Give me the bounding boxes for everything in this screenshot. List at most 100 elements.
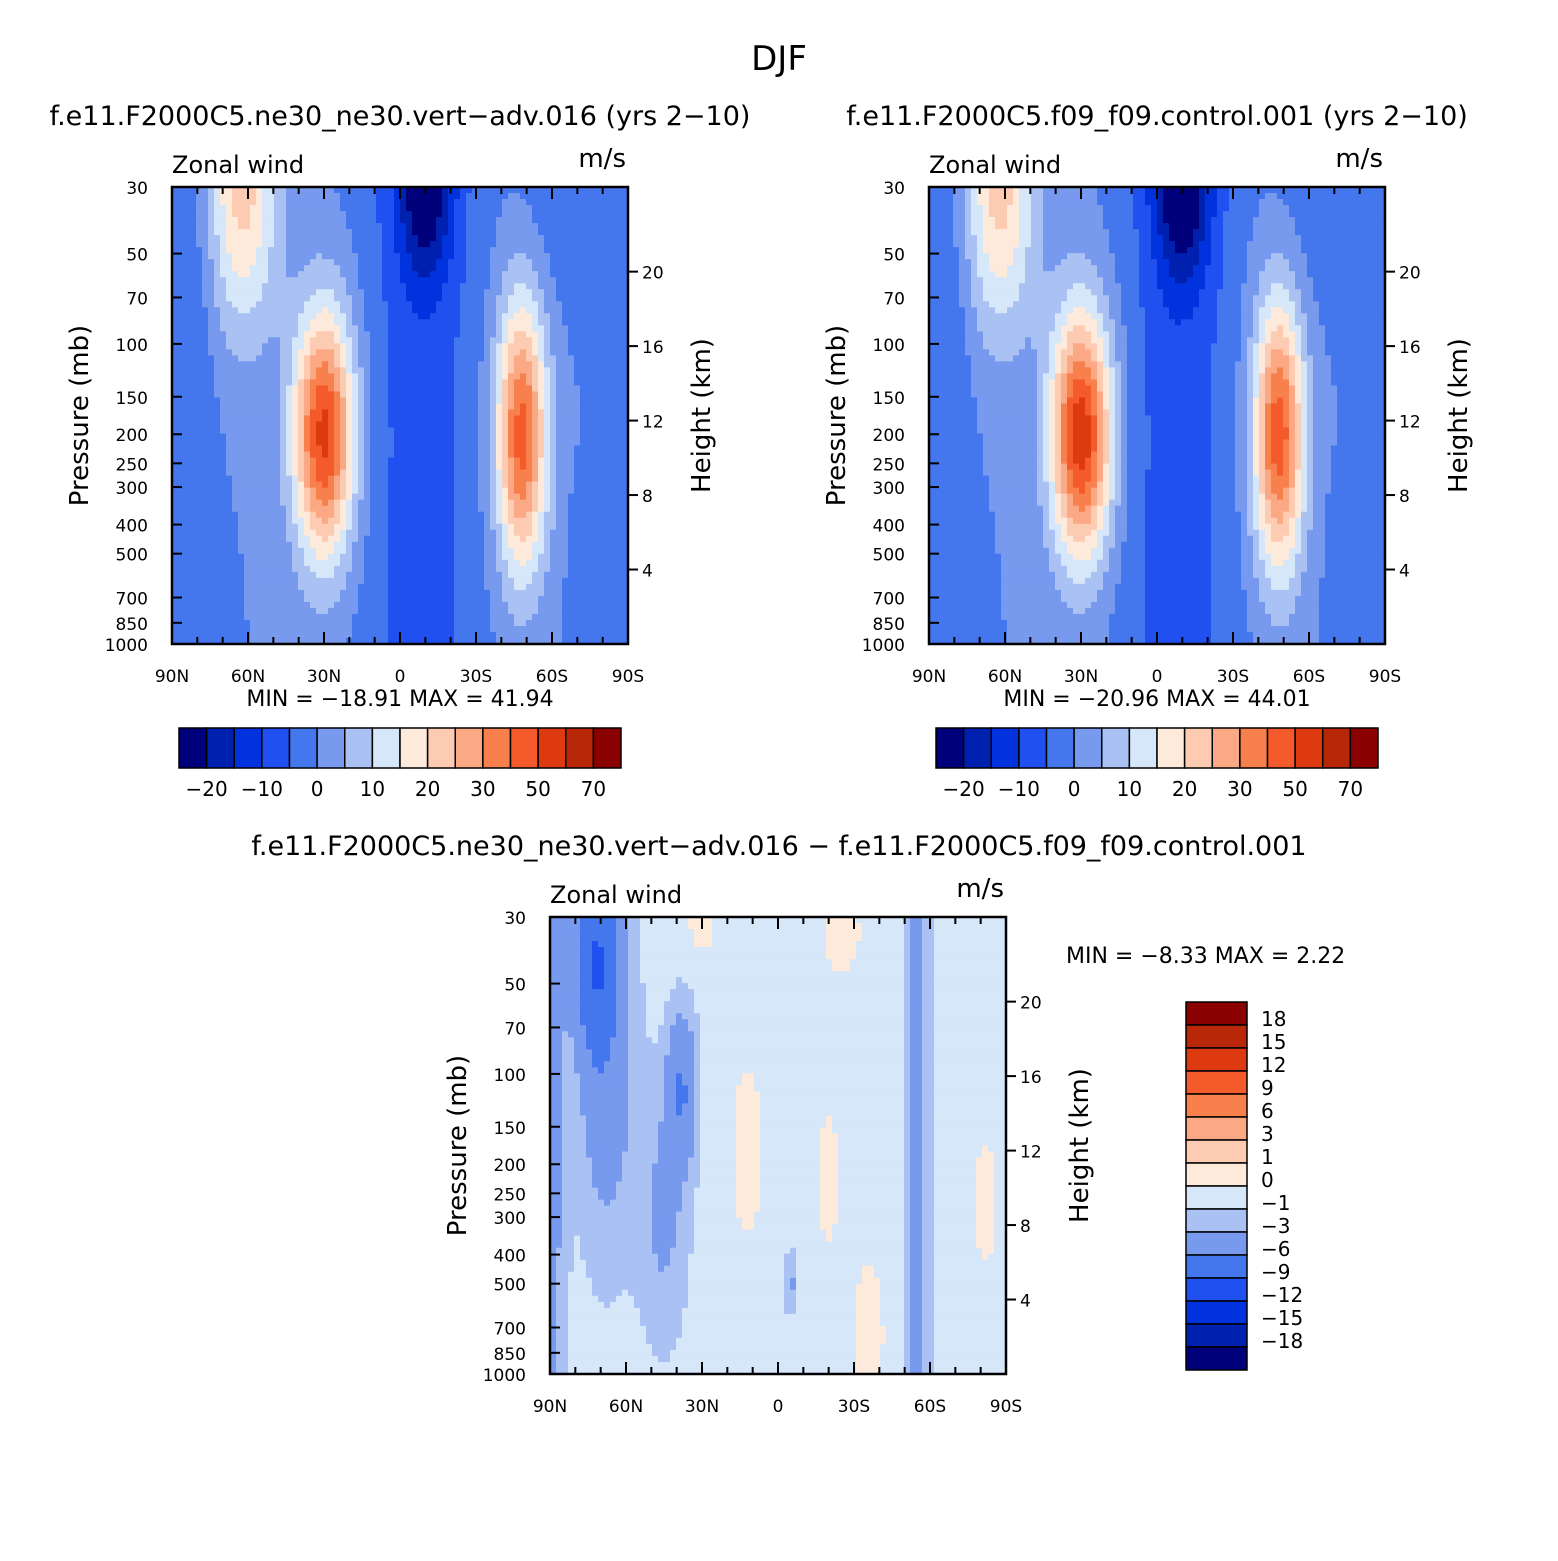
colorbar-swatch [1185,1070,1248,1095]
y-tick-label: 50 [504,976,526,996]
colorbar-swatch [205,727,235,769]
x-tick-label: 60S [914,1397,946,1417]
y-tick-label: 700 [494,1320,526,1340]
y-tick-label: 850 [494,1345,526,1365]
right-tick-label: 16 [642,338,664,358]
right-tick-label: 16 [1399,338,1421,358]
colorbar-swatch [233,727,263,769]
colorbar-swatch [1185,1185,1248,1210]
colorbar-swatch [288,727,318,769]
colorbar-swatch [1128,727,1158,769]
colorbar-label: −3 [1261,1214,1290,1238]
colorbar-label: 3 [1261,1122,1274,1146]
x-tick-label: 30S [1217,667,1249,687]
colorbar-label: −20 [943,777,985,801]
x-tick-label: 60N [988,667,1022,687]
colorbar-swatch [935,727,965,769]
colorbar-swatch [344,727,374,769]
y-tick-label: 150 [116,389,148,409]
y-tick-label: 150 [873,389,905,409]
colorbar-label: −20 [186,777,228,801]
colorbar-swatch [1045,727,1075,769]
contour-field [550,917,1007,1375]
colorbar-swatch [178,727,208,769]
y-tick-label: 200 [494,1156,526,1176]
right-tick-label: 20 [1399,264,1421,284]
right-tick-label: 4 [1020,1292,1031,1312]
colorbar-swatch [1073,727,1103,769]
y-tick-label: 150 [494,1119,526,1139]
figure-title: DJF [751,39,807,79]
panel-title: f.e11.F2000C5.ne30_ne30.vert−adv.016 − f… [251,831,1306,862]
colorbar-swatch [592,727,622,769]
y-tick-label: 700 [873,590,905,610]
colorbar-swatch [1349,727,1379,769]
colorbar-swatch [426,727,456,769]
x-tick-label: 30N [685,1397,719,1417]
colorbar-swatch [990,727,1020,769]
right-tick-label: 8 [642,487,653,507]
units-label: m/s [956,874,1004,904]
field-name-label: Zonal wind [550,881,682,909]
right-tick-label: 16 [1020,1068,1042,1088]
y-tick-label: 50 [883,246,905,266]
colorbar-label: −10 [998,777,1040,801]
y-tick-label: 100 [873,336,905,356]
units-label: m/s [1335,144,1383,174]
y-tick-label: 300 [116,479,148,499]
colorbar-label: 1 [1261,1145,1274,1169]
right-tick-label: 4 [642,562,653,582]
colorbar-swatch [1294,727,1324,769]
colorbar-swatch [1185,1162,1248,1187]
x-tick-label: 90S [1369,667,1401,687]
y-tick-label: 100 [116,336,148,356]
y-tick-label: 250 [494,1185,526,1205]
y-tick-label: 500 [494,1276,526,1296]
panel2: f.e11.F2000C5.f09_f09.control.001 (yrs 2… [822,101,1474,801]
colorbar-label: 70 [1338,777,1363,801]
y-tick-label: 250 [116,455,148,475]
colorbar-label: 30 [1227,777,1252,801]
colorbar-swatch [1185,1139,1248,1164]
x-tick-label: 60S [1293,667,1325,687]
y-tick-label: 50 [126,246,148,266]
right-tick-label: 12 [1020,1143,1042,1163]
y-tick-label: 700 [116,590,148,610]
colorbar-swatch [1185,1231,1248,1256]
colorbar-swatch [1185,1116,1248,1141]
x-tick-label: 0 [773,1397,784,1417]
colorbar-swatch [482,727,512,769]
colorbar-swatch [1185,1093,1248,1118]
colorbar-swatch [1266,727,1296,769]
y-tick-label: 400 [116,517,148,537]
units-label: m/s [578,144,626,174]
contour-field [172,187,629,645]
colorbar-label: 18 [1261,1007,1286,1031]
x-tick-label: 90S [612,667,644,687]
x-tick-label: 30S [460,667,492,687]
colorbar-label: −1 [1261,1191,1290,1215]
colorbar-swatch [1156,727,1186,769]
colorbar-label: 50 [525,777,550,801]
colorbar-label: −15 [1261,1306,1303,1330]
right-axis-label: Height (km) [1065,1068,1095,1223]
colorbar-swatch [537,727,567,769]
colorbar-label: 20 [1172,777,1197,801]
min-max-label: MIN = −20.96 MAX = 44.01 [1003,687,1310,712]
y-axis-label: Pressure (mb) [65,325,95,506]
colorbar-swatch [454,727,484,769]
colorbar-swatch [1018,727,1048,769]
field-name-label: Zonal wind [929,151,1061,179]
colorbar-swatch [371,727,401,769]
colorbar-swatch [1211,727,1241,769]
colorbar-label: −10 [241,777,283,801]
y-tick-label: 850 [116,615,148,635]
panel-title: f.e11.F2000C5.f09_f09.control.001 (yrs 2… [846,101,1468,132]
right-tick-label: 20 [642,264,664,284]
x-tick-label: 30N [307,667,341,687]
x-tick-label: 30N [1064,667,1098,687]
colorbar-swatch [261,727,291,769]
y-tick-label: 70 [883,289,905,309]
right-tick-label: 8 [1399,487,1410,507]
